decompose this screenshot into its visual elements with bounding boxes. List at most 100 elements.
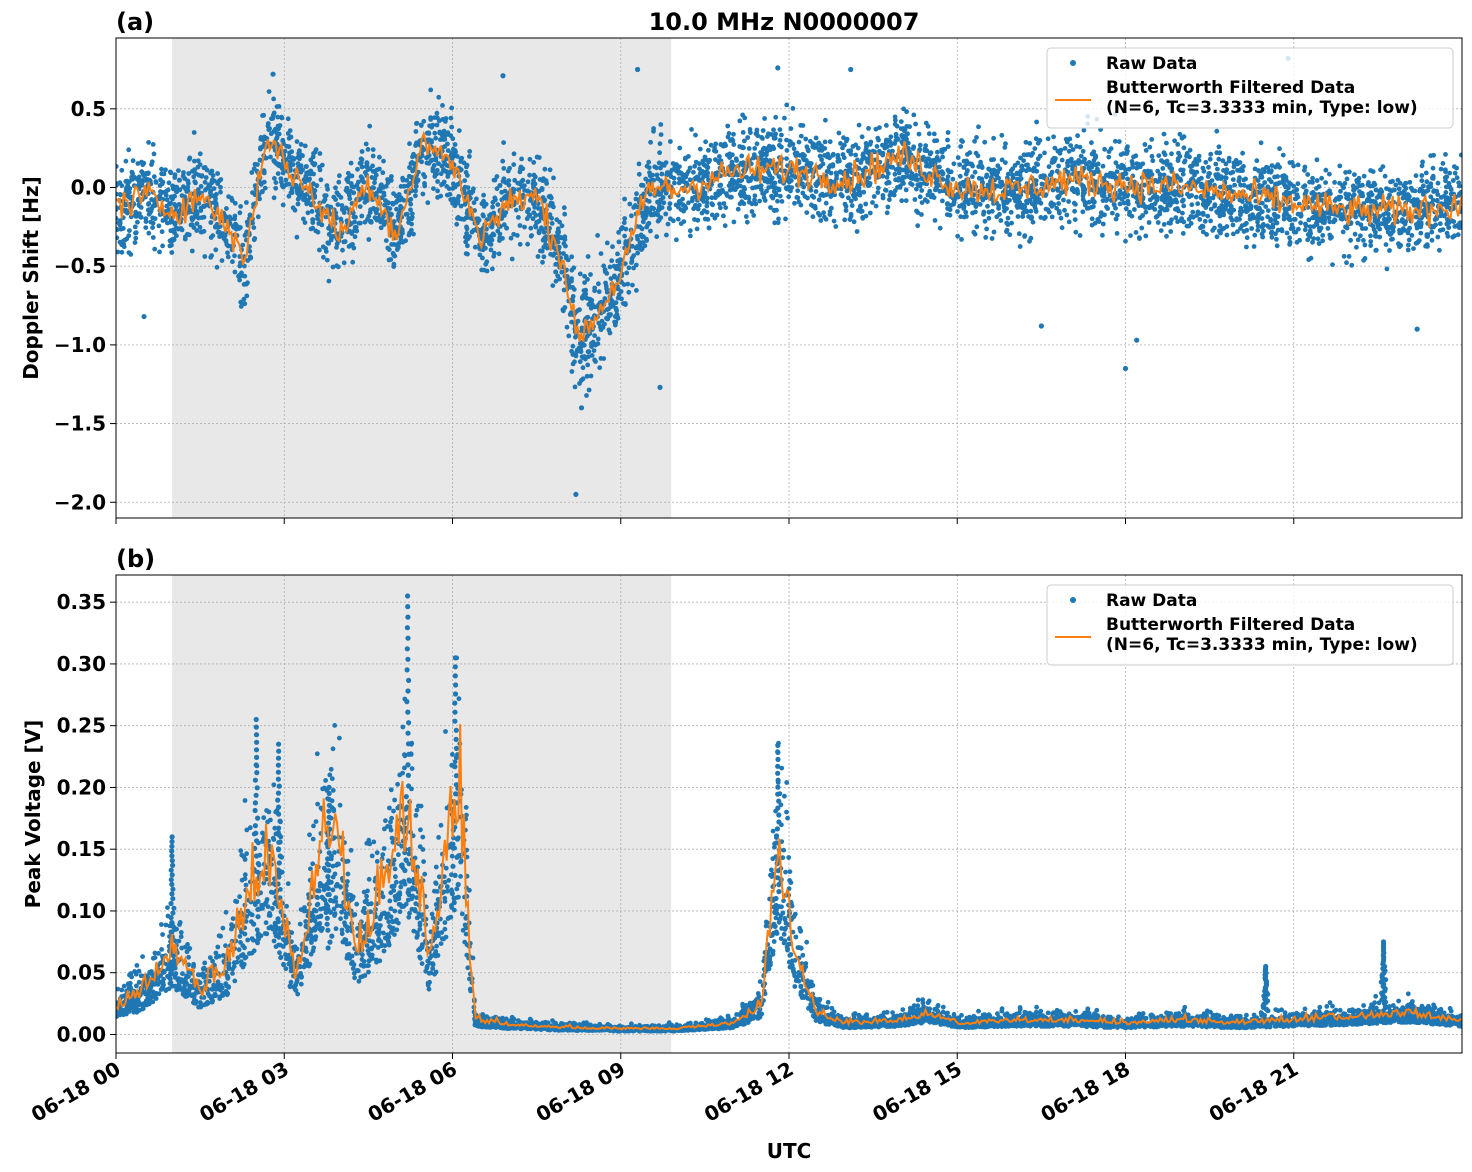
raw-data-point (1384, 266, 1390, 272)
raw-data-point (722, 141, 728, 147)
raw-data-point (271, 159, 277, 165)
raw-data-point (1323, 167, 1329, 173)
raw-data-point (1200, 224, 1206, 229)
raw-data-point (338, 195, 344, 200)
raw-data-point (389, 242, 394, 247)
raw-data-point (266, 127, 272, 133)
raw-data-point (407, 141, 412, 147)
raw-data-point (982, 139, 988, 145)
raw-data-point (1005, 171, 1011, 177)
raw-data-point (380, 170, 386, 176)
raw-data-point (726, 183, 732, 189)
raw-data-point (463, 251, 469, 256)
raw-data-point (150, 235, 156, 240)
raw-data-point (860, 167, 866, 173)
raw-data-point (959, 237, 964, 242)
raw-data-point (631, 265, 636, 271)
raw-data-point (913, 121, 918, 127)
raw-data-point (153, 179, 159, 184)
raw-data-point (1125, 176, 1130, 182)
raw-data-point (890, 148, 895, 154)
raw-data-point (777, 137, 783, 143)
raw-data-point (311, 171, 316, 177)
raw-data-point (694, 226, 700, 232)
raw-data-point (828, 194, 834, 200)
raw-data-point (738, 160, 744, 166)
raw-data-point (1314, 222, 1320, 228)
raw-data-point (817, 153, 823, 159)
raw-data-point (1181, 145, 1187, 151)
raw-data-point (702, 194, 708, 200)
raw-data-point (464, 164, 469, 170)
raw-data-point (273, 185, 279, 191)
raw-data-point (831, 218, 837, 224)
raw-data-point (1362, 242, 1368, 248)
raw-data-point (213, 247, 219, 253)
raw-data-point (1458, 152, 1462, 158)
raw-data-point (1042, 150, 1047, 156)
raw-data-point (1227, 209, 1232, 215)
raw-data-point (532, 204, 538, 210)
raw-data-point (364, 161, 370, 166)
raw-data-point (791, 146, 797, 152)
raw-data-point (908, 181, 913, 186)
raw-data-point (1191, 160, 1197, 166)
series-layer (116, 55, 1462, 497)
raw-data-point (1386, 211, 1391, 217)
raw-data-point (1238, 205, 1244, 211)
raw-data-point (883, 188, 889, 193)
raw-data-point (874, 144, 880, 149)
raw-data-point (1089, 222, 1095, 228)
raw-data-point (877, 125, 882, 130)
raw-data-point (1307, 234, 1313, 240)
raw-data-point (718, 142, 724, 147)
raw-data-point (1373, 247, 1379, 253)
raw-data-point (1372, 182, 1378, 188)
raw-data-point (955, 155, 961, 161)
raw-data-point (607, 330, 613, 336)
raw-data-point (612, 273, 617, 279)
raw-data-point (1353, 214, 1358, 220)
raw-data-point (206, 182, 212, 188)
raw-data-point (1129, 159, 1135, 164)
raw-data-point (989, 236, 995, 241)
raw-data-point (1397, 180, 1403, 186)
raw-data-point (725, 134, 731, 140)
raw-data-point (495, 228, 501, 234)
raw-data-point (1287, 235, 1292, 241)
raw-data-point (734, 158, 739, 163)
raw-data-point (892, 188, 898, 194)
raw-data-point (336, 179, 342, 185)
raw-data-point (981, 211, 986, 217)
raw-data-point (1049, 214, 1055, 220)
raw-data-point (406, 220, 411, 225)
raw-data-point (389, 212, 394, 217)
raw-data-point (1452, 170, 1458, 176)
raw-data-point (1175, 219, 1180, 225)
raw-data-point (1168, 220, 1173, 226)
raw-data-point (803, 136, 809, 142)
raw-data-point (1091, 204, 1096, 209)
raw-data-point (1361, 257, 1366, 263)
raw-data-point (1052, 145, 1058, 151)
raw-data-point (784, 137, 789, 143)
raw-data-point (1261, 228, 1266, 234)
raw-data-point (608, 276, 614, 281)
raw-data-point (1118, 152, 1124, 158)
raw-data-point (608, 301, 613, 307)
raw-data-point (1200, 212, 1206, 217)
raw-data-point (783, 216, 788, 222)
raw-data-point (1403, 180, 1409, 186)
raw-data-point (875, 135, 881, 141)
raw-data-point (408, 207, 413, 213)
raw-data-point (579, 328, 584, 334)
raw-data-point (435, 188, 440, 194)
raw-data-point (886, 171, 891, 176)
raw-data-point (904, 109, 909, 115)
raw-data-point (1284, 230, 1290, 236)
raw-data-point (1241, 182, 1247, 188)
raw-data-point (1034, 119, 1039, 125)
raw-data-point (916, 131, 922, 137)
raw-data-point (259, 189, 265, 195)
raw-data-point (458, 167, 464, 173)
